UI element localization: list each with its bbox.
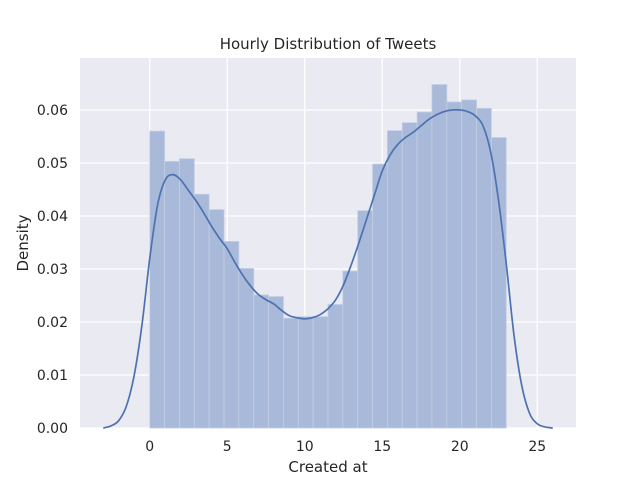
x-tick-label: 25 [528,439,546,455]
histogram-bar [461,99,477,429]
x-tick-label: 20 [451,439,469,455]
histogram-bar [164,160,180,429]
histogram-bar [283,317,299,429]
histogram-bar [387,130,403,429]
histogram-bar [149,130,165,429]
x-tick-label: 0 [145,439,154,455]
x-axis-ticks: 0 5 10 15 20 25 [145,439,546,455]
y-tick-label: 0.02 [37,315,68,331]
histogram-bar [193,193,210,429]
histogram-bar [268,296,284,429]
histogram-bar [342,270,359,429]
histogram-bar [401,122,418,429]
histogram-bar [297,316,314,429]
y-axis-ticks: 0.00 0.01 0.02 0.03 0.04 0.05 0.06 [37,103,68,437]
histogram-bar [476,107,492,429]
y-tick-label: 0.05 [37,156,68,172]
histogram-bar [238,268,255,429]
y-tick-label: 0.00 [37,421,68,437]
x-axis-label: Created at [288,458,367,476]
x-tick-label: 10 [296,439,314,455]
x-tick-label: 15 [373,439,391,455]
y-tick-label: 0.06 [37,103,68,119]
histogram-bar [253,294,269,429]
histogram-bar [446,101,463,429]
y-tick-label: 0.01 [37,368,68,384]
histogram-bar [312,316,329,429]
y-tick-label: 0.04 [37,209,68,225]
y-axis-label: Density [14,214,32,271]
histogram-bar [372,163,388,429]
histogram-bars [149,84,507,429]
x-tick-label: 5 [223,439,232,455]
histogram-bar [491,137,507,429]
histogram-bar [327,304,344,429]
histogram-bar [223,241,240,429]
y-tick-label: 0.03 [37,262,68,278]
histogram-bar [179,158,195,429]
chart-title: Hourly Distribution of Tweets [220,35,437,53]
kde-curve [103,108,553,429]
histogram-bar [357,210,373,429]
histogram-bar [416,111,433,429]
histogram-bar [431,84,448,429]
